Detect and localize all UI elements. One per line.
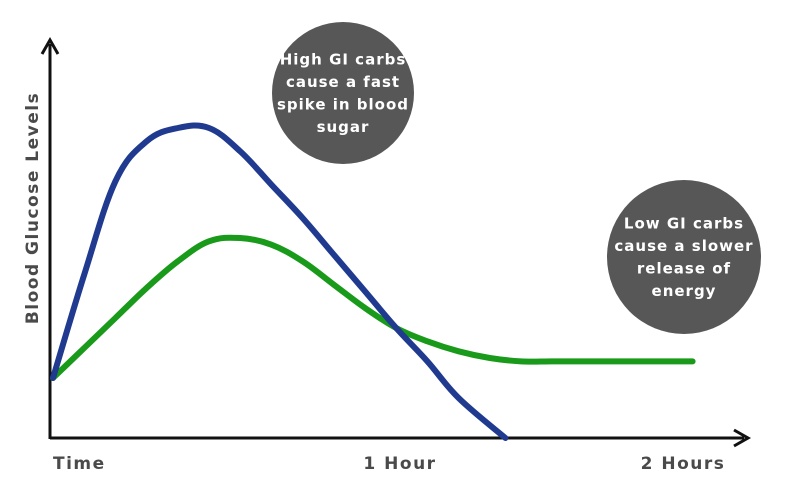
annotations: High GI carbs cause a fast spike in blood s… (272, 22, 761, 334)
annotation-text-line: cause a slower (614, 237, 753, 255)
x-tick-label: 2 Hours (641, 454, 726, 474)
annotation-text-line: High GI carbs (280, 50, 407, 68)
annotation-text-line: sugar (317, 118, 370, 136)
x-axis-arrow (733, 428, 752, 448)
x-tick-label: Time (53, 454, 106, 474)
annotation-text-line: Low GI carbs (624, 214, 744, 232)
annotation-text-line: release of (637, 259, 731, 277)
series-lines (50, 122, 696, 441)
annotation-text-line: cause a fast (286, 73, 400, 91)
annotation-circle (272, 22, 414, 164)
high-gi-bubble: High GI carbs cause a fast spike in blood s… (272, 22, 414, 164)
annotation-circle (607, 180, 761, 334)
high-gi-line (50, 122, 509, 441)
x-tick-label: 1 Hour (363, 454, 436, 474)
y-axis-arrow (40, 36, 60, 55)
annotation-text-line: energy (652, 282, 717, 300)
axes (40, 36, 752, 448)
low-gi-line (50, 234, 696, 381)
x-tick-labels: Time 1 Hour 2 Hours (53, 454, 726, 474)
low-gi-bubble: Low GI carbs cause a slower release of ener… (607, 180, 761, 334)
y-axis-title: Blood Glucose Levels (23, 92, 43, 324)
annotation-text-line: spike in blood (277, 95, 409, 113)
